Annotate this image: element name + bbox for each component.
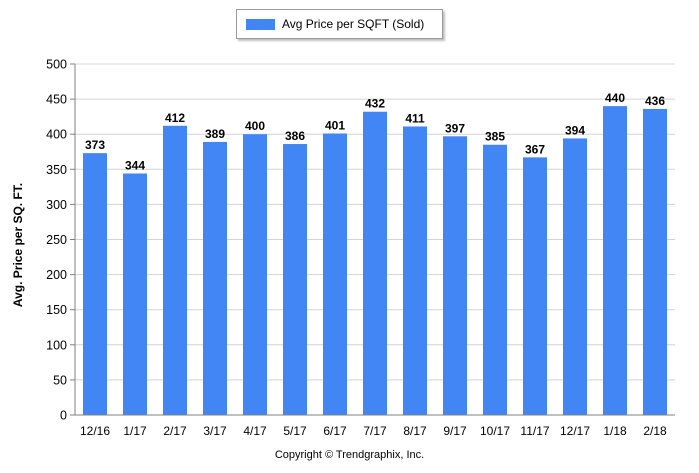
bar bbox=[403, 126, 427, 415]
x-tick-label: 6/17 bbox=[323, 424, 347, 438]
data-label: 386 bbox=[285, 129, 305, 143]
x-tick-label: 1/17 bbox=[123, 424, 147, 438]
data-label: 401 bbox=[325, 118, 345, 132]
x-tick-label: 9/17 bbox=[443, 424, 467, 438]
copyright-text: Copyright © Trendgraphix, Inc. bbox=[274, 449, 425, 461]
bar bbox=[243, 134, 267, 415]
data-label: 394 bbox=[565, 123, 585, 137]
y-tick-label: 100 bbox=[46, 338, 67, 352]
bar bbox=[643, 108, 667, 415]
data-label: 373 bbox=[85, 138, 105, 152]
bar bbox=[123, 173, 147, 415]
x-tick-label: 5/17 bbox=[283, 424, 307, 438]
data-label: 385 bbox=[485, 130, 505, 144]
data-label: 440 bbox=[605, 91, 625, 105]
x-tick-label: 7/17 bbox=[363, 424, 387, 438]
x-tick-label: 4/17 bbox=[243, 424, 267, 438]
value-labels: 373 344 412 389 400 386 401 432 411 397 385 367 394 4… bbox=[85, 91, 665, 172]
y-tick-label: 500 bbox=[46, 58, 67, 72]
x-tick-label: 10/17 bbox=[480, 424, 510, 438]
data-label: 412 bbox=[165, 111, 185, 125]
bar bbox=[603, 106, 627, 416]
y-tick-label: 150 bbox=[46, 303, 67, 317]
x-tick-label: 2/18 bbox=[643, 424, 667, 438]
x-tick-label: 12/16 bbox=[80, 424, 110, 438]
y-tick-labels: 0 50 100 150 200 250 300 350 400 450 500 bbox=[46, 58, 75, 423]
bar bbox=[283, 144, 307, 415]
data-label: 389 bbox=[205, 127, 225, 141]
x-tick-label: 3/17 bbox=[203, 424, 227, 438]
legend-swatch bbox=[246, 18, 275, 30]
y-tick-label: 50 bbox=[53, 373, 67, 387]
y-tick-label: 300 bbox=[46, 198, 67, 212]
legend: Avg Price per SQFT (Sold) bbox=[236, 9, 443, 39]
bar bbox=[483, 144, 507, 416]
bar bbox=[83, 153, 107, 416]
y-tick-label: 350 bbox=[46, 163, 67, 177]
bar bbox=[523, 157, 547, 415]
y-tick-label: 0 bbox=[60, 409, 67, 423]
bar bbox=[363, 111, 387, 416]
data-label: 436 bbox=[645, 94, 665, 108]
data-label: 400 bbox=[245, 119, 265, 133]
x-tick-label: 2/17 bbox=[163, 424, 187, 438]
x-tick-label: 8/17 bbox=[403, 424, 427, 438]
bar bbox=[163, 125, 187, 415]
bar bbox=[203, 141, 227, 415]
data-label: 432 bbox=[365, 97, 385, 111]
x-tick-label: 1/18 bbox=[603, 424, 627, 438]
y-tick-label: 200 bbox=[46, 268, 67, 282]
x-tick-label: 11/17 bbox=[520, 424, 549, 438]
bars bbox=[83, 106, 667, 416]
data-label: 367 bbox=[525, 142, 545, 156]
y-axis-label: Avg. Price per SQ. FT. bbox=[11, 183, 25, 307]
legend-label: Avg Price per SQFT (Sold) bbox=[282, 17, 425, 31]
bar bbox=[443, 136, 467, 415]
bar bbox=[323, 133, 347, 416]
data-label: 344 bbox=[125, 159, 145, 173]
y-tick-label: 250 bbox=[46, 233, 67, 247]
data-label: 397 bbox=[445, 121, 465, 135]
y-tick-label: 400 bbox=[46, 128, 67, 142]
bar bbox=[563, 138, 587, 416]
x-tick-label: 12/17 bbox=[560, 424, 590, 438]
data-label: 411 bbox=[405, 111, 425, 125]
y-tick-label: 450 bbox=[46, 93, 67, 107]
x-tick-labels: 12/16 1/17 2/17 3/17 4/17 5/17 6/17 7/17 8/17 9/1… bbox=[80, 424, 667, 438]
